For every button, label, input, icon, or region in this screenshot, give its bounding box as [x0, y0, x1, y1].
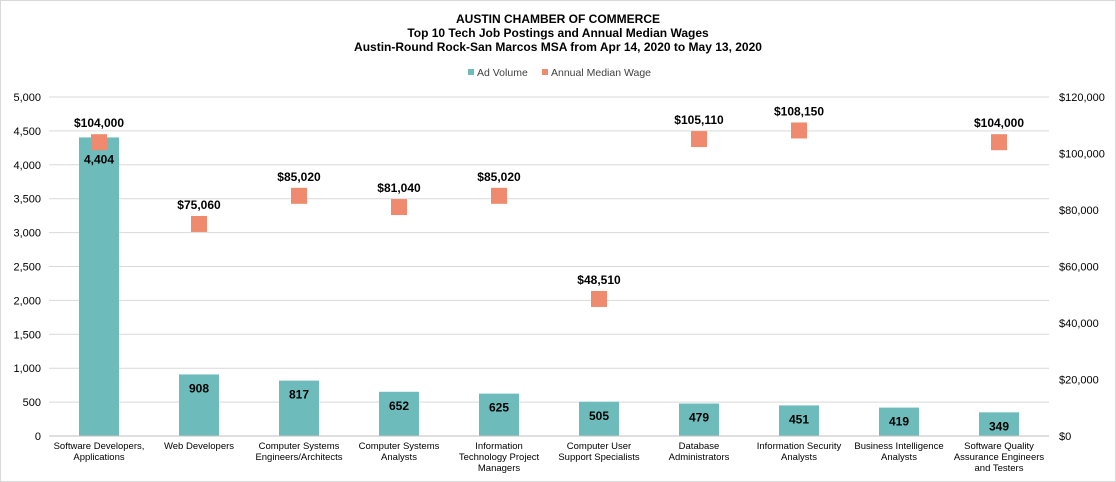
- category-label: and Testers: [975, 463, 1024, 474]
- legend-label-annual-median-wage: Annual Median Wage: [551, 67, 651, 79]
- wage-value-label: $75,060: [177, 198, 221, 212]
- y-left-tick-label: 3,500: [13, 194, 41, 206]
- bar-value-label: 479: [689, 411, 709, 425]
- category-label: Web Developers: [164, 441, 234, 452]
- y-left-tick-label: 0: [35, 431, 41, 443]
- marker-annual-median-wage: [391, 199, 407, 216]
- category-label: Administrators: [669, 452, 730, 463]
- bar-ad-volume: [79, 137, 119, 436]
- y-left-tick-label: 4,500: [13, 126, 41, 138]
- category-label: Computer Systems: [259, 441, 340, 452]
- bar-ad-volume: [879, 407, 919, 436]
- category-label: Information: [475, 441, 523, 452]
- marker-annual-median-wage: [491, 187, 507, 204]
- y-right-tick-label: $120,000: [1059, 92, 1105, 104]
- marker-annual-median-wage: [91, 134, 107, 151]
- legend-swatch-ad-volume: [468, 69, 474, 75]
- marker-annual-median-wage: [691, 131, 707, 148]
- category-label: Analysts: [781, 452, 817, 463]
- bar-ad-volume: [479, 393, 519, 436]
- category-label: Information Security: [757, 441, 842, 452]
- wage-value-label: $81,040: [377, 181, 421, 195]
- legend-label-ad-volume: Ad Volume: [477, 67, 528, 79]
- y-left-tick-label: 1,000: [13, 363, 41, 375]
- y-right-tick-label: $80,000: [1059, 205, 1099, 217]
- category-label: Technology Project: [459, 452, 540, 463]
- wage-value-label: $104,000: [74, 116, 124, 130]
- marker-annual-median-wage: [791, 122, 807, 139]
- category-label: Computer Systems: [359, 441, 440, 452]
- y-right-tick-label: $20,000: [1059, 375, 1099, 387]
- bar-value-label: 505: [589, 409, 609, 423]
- y-right-tick-label: $0: [1059, 431, 1071, 443]
- wage-value-label: $105,110: [674, 113, 724, 127]
- wage-value-label: $104,000: [974, 116, 1024, 130]
- marker-annual-median-wage: [991, 134, 1007, 151]
- legend-swatch-annual-median-wage: [542, 69, 548, 75]
- wage-value-label: $48,510: [577, 273, 621, 287]
- category-label: Software Quality: [964, 441, 1034, 452]
- y-left-tick-label: 2,500: [13, 262, 41, 274]
- category-label: Database: [679, 441, 720, 452]
- bar-value-label: 349: [989, 419, 1009, 433]
- category-label: Support Specialists: [558, 452, 640, 463]
- category-label: Managers: [478, 463, 520, 474]
- category-label: Software Developers,: [54, 441, 145, 452]
- bar-value-label: 451: [789, 412, 809, 426]
- y-right-tick-label: $100,000: [1059, 149, 1105, 161]
- y-left-tick-label: 5,000: [13, 92, 41, 104]
- chart-title-line: Top 10 Tech Job Postings and Annual Medi…: [407, 26, 709, 40]
- wage-value-label: $85,020: [477, 170, 521, 184]
- legend: Ad Volume Annual Median Wage: [468, 67, 651, 79]
- bar-ad-volume: [579, 401, 619, 436]
- marker-annual-median-wage: [291, 187, 307, 204]
- marker-annual-median-wage: [191, 215, 207, 232]
- bar-ad-volume: [179, 374, 219, 436]
- category-label: Business Intelligence: [854, 441, 943, 452]
- bar-ad-volume: [379, 391, 419, 436]
- marker-annual-median-wage: [591, 290, 607, 307]
- category-label: Analysts: [381, 452, 417, 463]
- bar-value-label: 652: [389, 399, 409, 413]
- bar-value-label: 625: [489, 401, 509, 415]
- bar-ad-volume: [979, 412, 1019, 436]
- bar-ad-volume: [679, 403, 719, 436]
- bar-ad-volume: [779, 405, 819, 436]
- chart-title-line: AUSTIN CHAMBER OF COMMERCE: [456, 12, 660, 26]
- category-label: Engineers/Architects: [255, 452, 342, 463]
- bar-ad-volume: [279, 380, 319, 436]
- category-label: Assurance Engineers: [954, 452, 1045, 463]
- category-label: Applications: [73, 452, 124, 463]
- y-left-tick-label: 2,000: [13, 295, 41, 307]
- y-left-tick-label: 500: [23, 397, 41, 409]
- y-right-tick-label: $40,000: [1059, 318, 1099, 330]
- bar-value-label: 419: [889, 415, 909, 429]
- wage-value-label: $108,150: [774, 104, 824, 118]
- y-left-tick-label: 4,000: [13, 160, 41, 172]
- category-label: Computer User: [567, 441, 631, 452]
- bar-value-label: 908: [189, 381, 209, 395]
- wage-value-label: $85,020: [277, 170, 321, 184]
- y-left-tick-label: 3,000: [13, 228, 41, 240]
- category-label: Analysts: [881, 452, 917, 463]
- bar-value-label: 817: [289, 388, 309, 402]
- y-left-tick-label: 1,500: [13, 329, 41, 341]
- chart-title-line: Austin-Round Rock-San Marcos MSA from Ap…: [354, 40, 762, 54]
- y-right-tick-label: $60,000: [1059, 262, 1099, 274]
- bar-value-label: 4,404: [84, 152, 114, 166]
